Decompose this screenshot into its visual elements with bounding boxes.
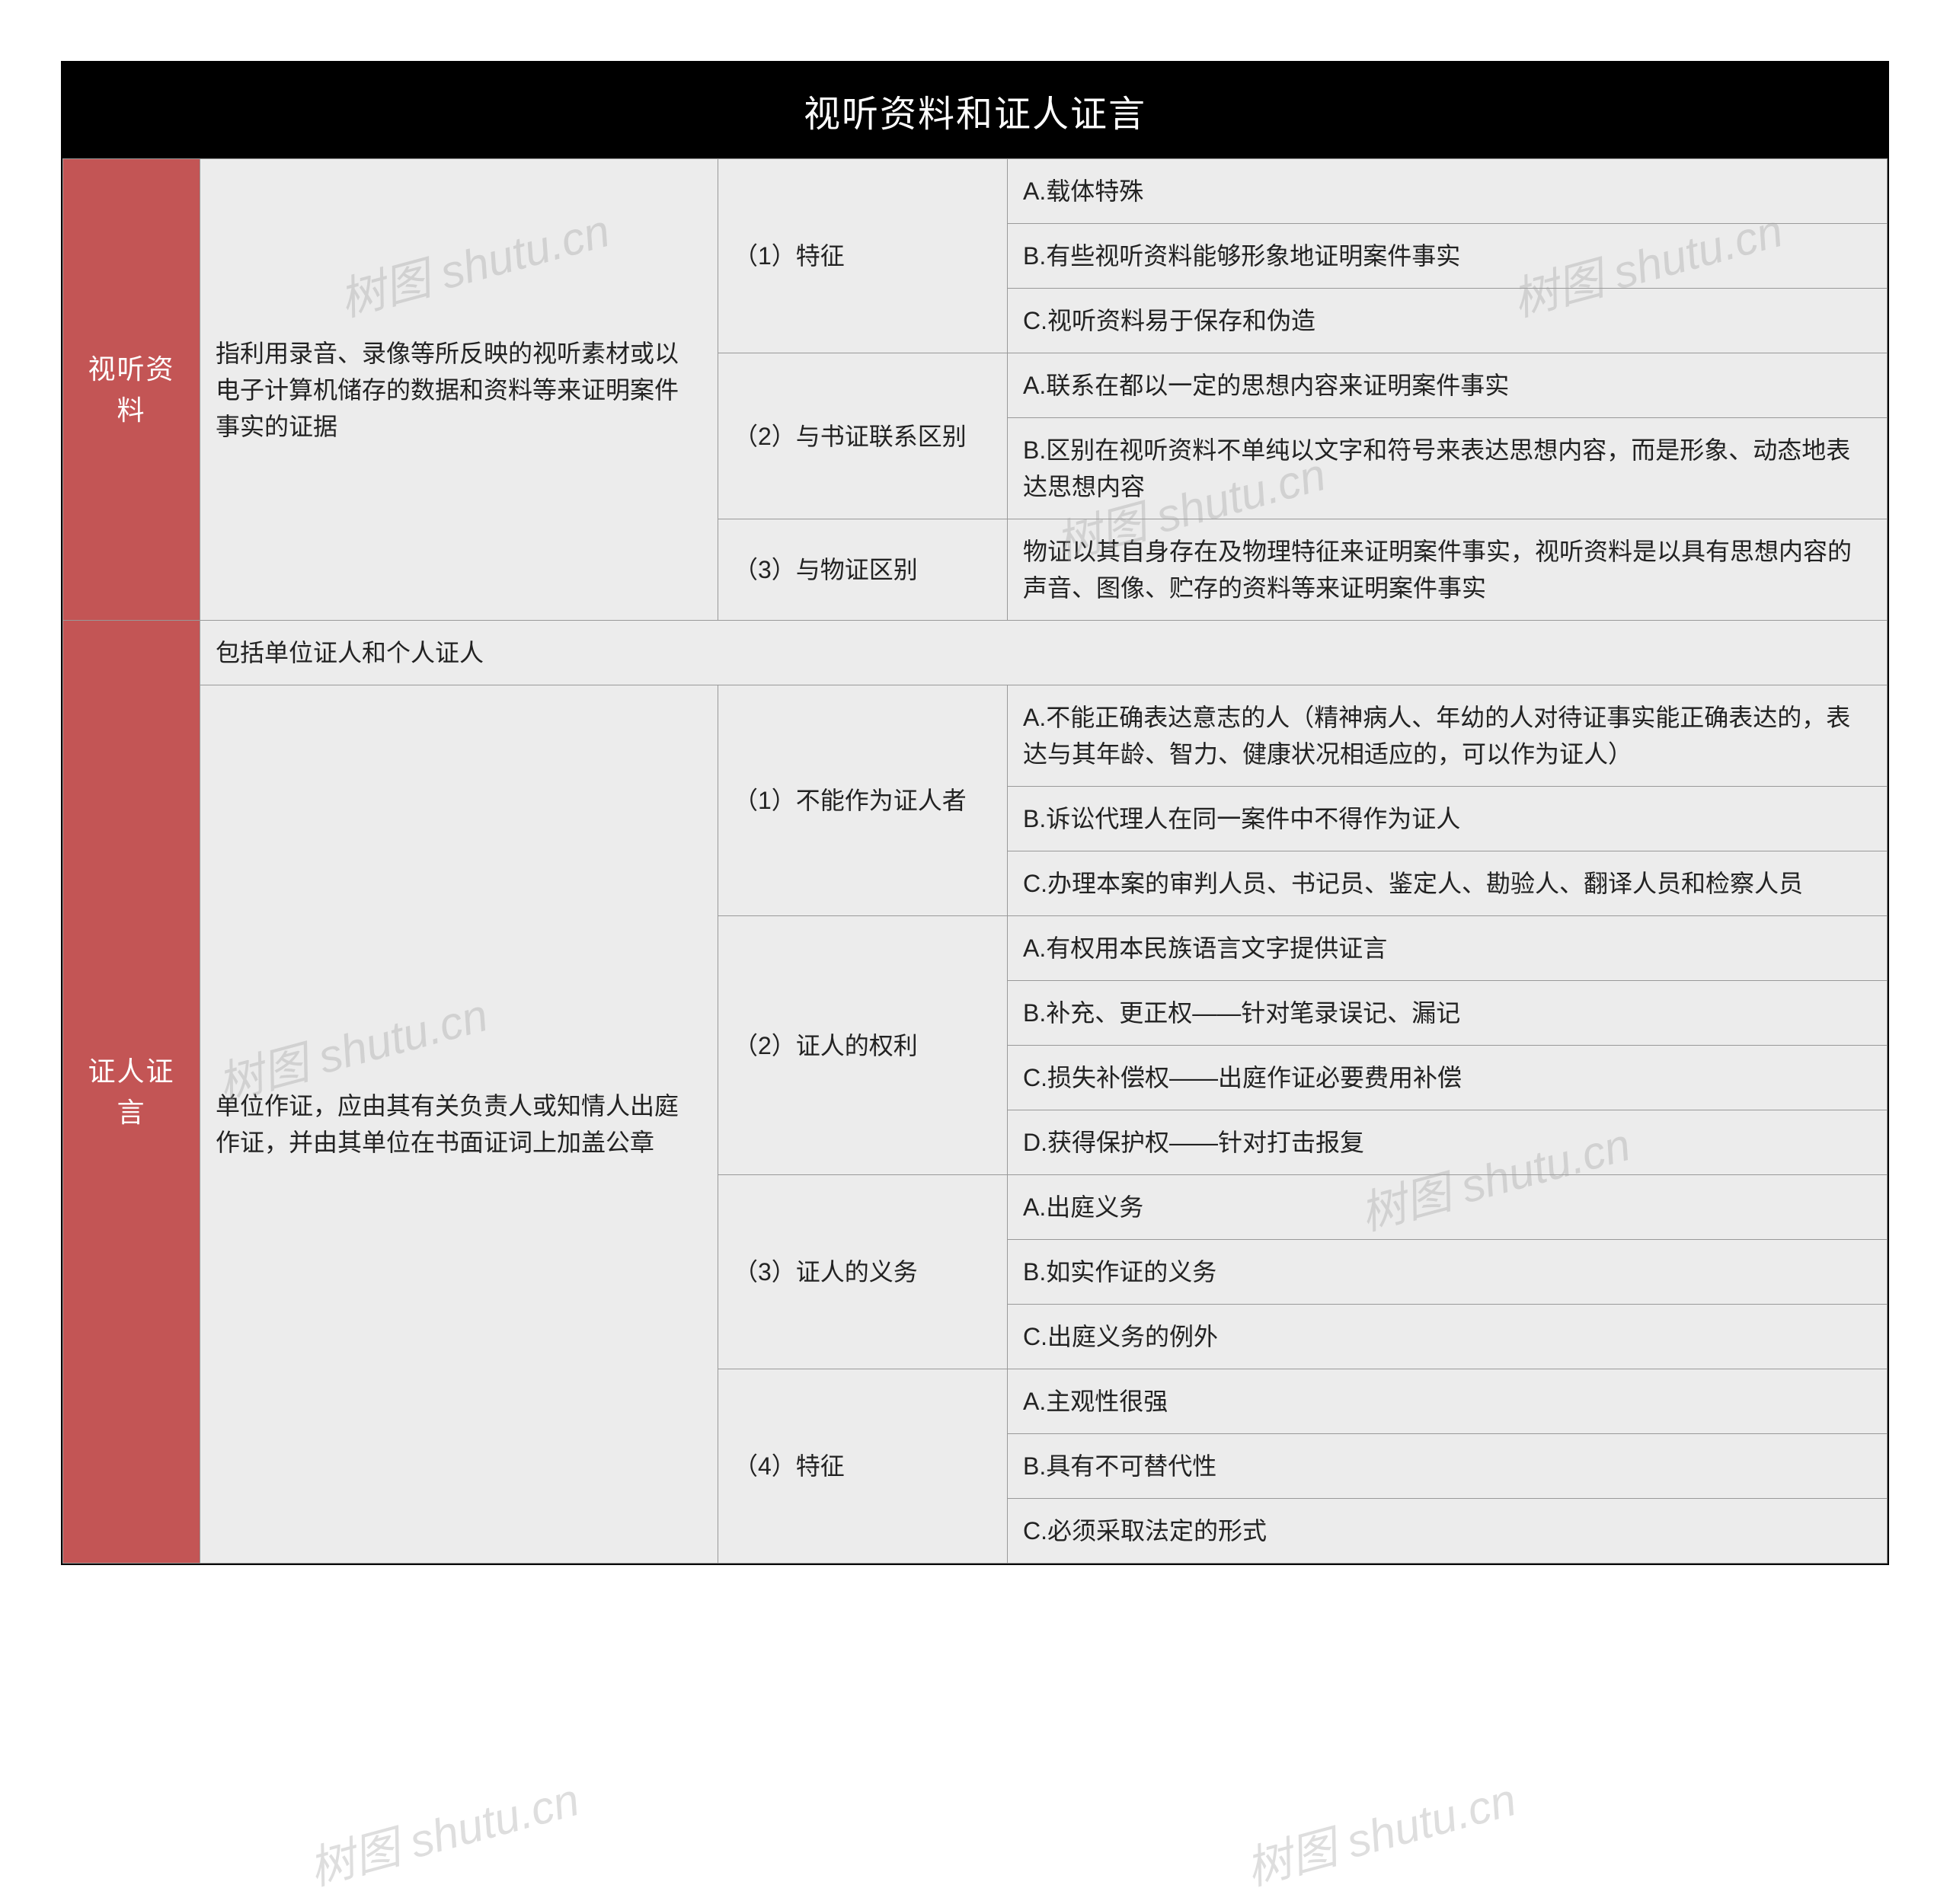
- item-cell: B.区别在视听资料不单纯以文字和符号来表达思想内容，而是形象、动态地表达思想内容: [1008, 418, 1888, 519]
- sub-label-cell: （4）特征: [718, 1369, 1008, 1564]
- item-cell: D.获得保护权——针对打击报复: [1008, 1110, 1888, 1175]
- item-cell: B.如实作证的义务: [1008, 1240, 1888, 1305]
- category-cell: 视听资料: [63, 159, 200, 621]
- item-cell: A.联系在都以一定的思想内容来证明案件事实: [1008, 353, 1888, 418]
- intro-cell: 包括单位证人和个人证人: [200, 621, 1888, 685]
- table-row: 单位作证，应由其有关负责人或知情人出庭作证，并由其单位在书面证词上加盖公章 （1…: [63, 685, 1888, 787]
- item-cell: 物证以其自身存在及物理特征来证明案件事实，视听资料是以具有思想内容的声音、图像、…: [1008, 519, 1888, 621]
- item-cell: A.有权用本民族语言文字提供证言: [1008, 916, 1888, 981]
- page-root: 视听资料和证人证言 视听资料 指利用录音、录像等所反映的视听素材或以电子计算机储…: [61, 61, 1889, 1565]
- item-cell: B.具有不可替代性: [1008, 1434, 1888, 1499]
- item-cell: B.有些视听资料能够形象地证明案件事实: [1008, 224, 1888, 289]
- sub-label-cell: （2）与书证联系区别: [718, 353, 1008, 519]
- sub-label-cell: （2）证人的权利: [718, 916, 1008, 1175]
- table-title: 视听资料和证人证言: [62, 62, 1888, 158]
- item-cell: A.不能正确表达意志的人（精神病人、年幼的人对待证事实能正确表达的，表达与其年龄…: [1008, 685, 1888, 787]
- item-cell: C.视听资料易于保存和伪造: [1008, 289, 1888, 353]
- watermark: 树图 shutu.cn: [1238, 1762, 1523, 1898]
- item-cell: C.必须采取法定的形式: [1008, 1499, 1888, 1564]
- item-cell: C.出庭义务的例外: [1008, 1305, 1888, 1369]
- item-cell: B.补充、更正权——针对笔录误记、漏记: [1008, 981, 1888, 1046]
- watermark: 树图 shutu.cn: [301, 1762, 586, 1898]
- sub-label-cell: （1）特征: [718, 159, 1008, 353]
- content-table: 视听资料 指利用录音、录像等所反映的视听素材或以电子计算机储存的数据和资料等来证…: [62, 158, 1888, 1564]
- item-cell: C.损失补偿权——出庭作证必要费用补偿: [1008, 1046, 1888, 1110]
- outline-table: 视听资料和证人证言 视听资料 指利用录音、录像等所反映的视听素材或以电子计算机储…: [61, 61, 1889, 1565]
- sub-label-cell: （3）证人的义务: [718, 1175, 1008, 1369]
- item-cell: C.办理本案的审判人员、书记员、鉴定人、勘验人、翻译人员和检察人员: [1008, 851, 1888, 916]
- item-cell: B.诉讼代理人在同一案件中不得作为证人: [1008, 787, 1888, 851]
- item-cell: A.出庭义务: [1008, 1175, 1888, 1240]
- description-cell: 单位作证，应由其有关负责人或知情人出庭作证，并由其单位在书面证词上加盖公章: [200, 685, 718, 1564]
- description-cell: 指利用录音、录像等所反映的视听素材或以电子计算机储存的数据和资料等来证明案件事实…: [200, 159, 718, 621]
- sub-label-cell: （3）与物证区别: [718, 519, 1008, 621]
- table-row: 证人证言 包括单位证人和个人证人: [63, 621, 1888, 685]
- table-row: 视听资料 指利用录音、录像等所反映的视听素材或以电子计算机储存的数据和资料等来证…: [63, 159, 1888, 224]
- item-cell: A.载体特殊: [1008, 159, 1888, 224]
- category-cell: 证人证言: [63, 621, 200, 1564]
- item-cell: A.主观性很强: [1008, 1369, 1888, 1434]
- sub-label-cell: （1）不能作为证人者: [718, 685, 1008, 916]
